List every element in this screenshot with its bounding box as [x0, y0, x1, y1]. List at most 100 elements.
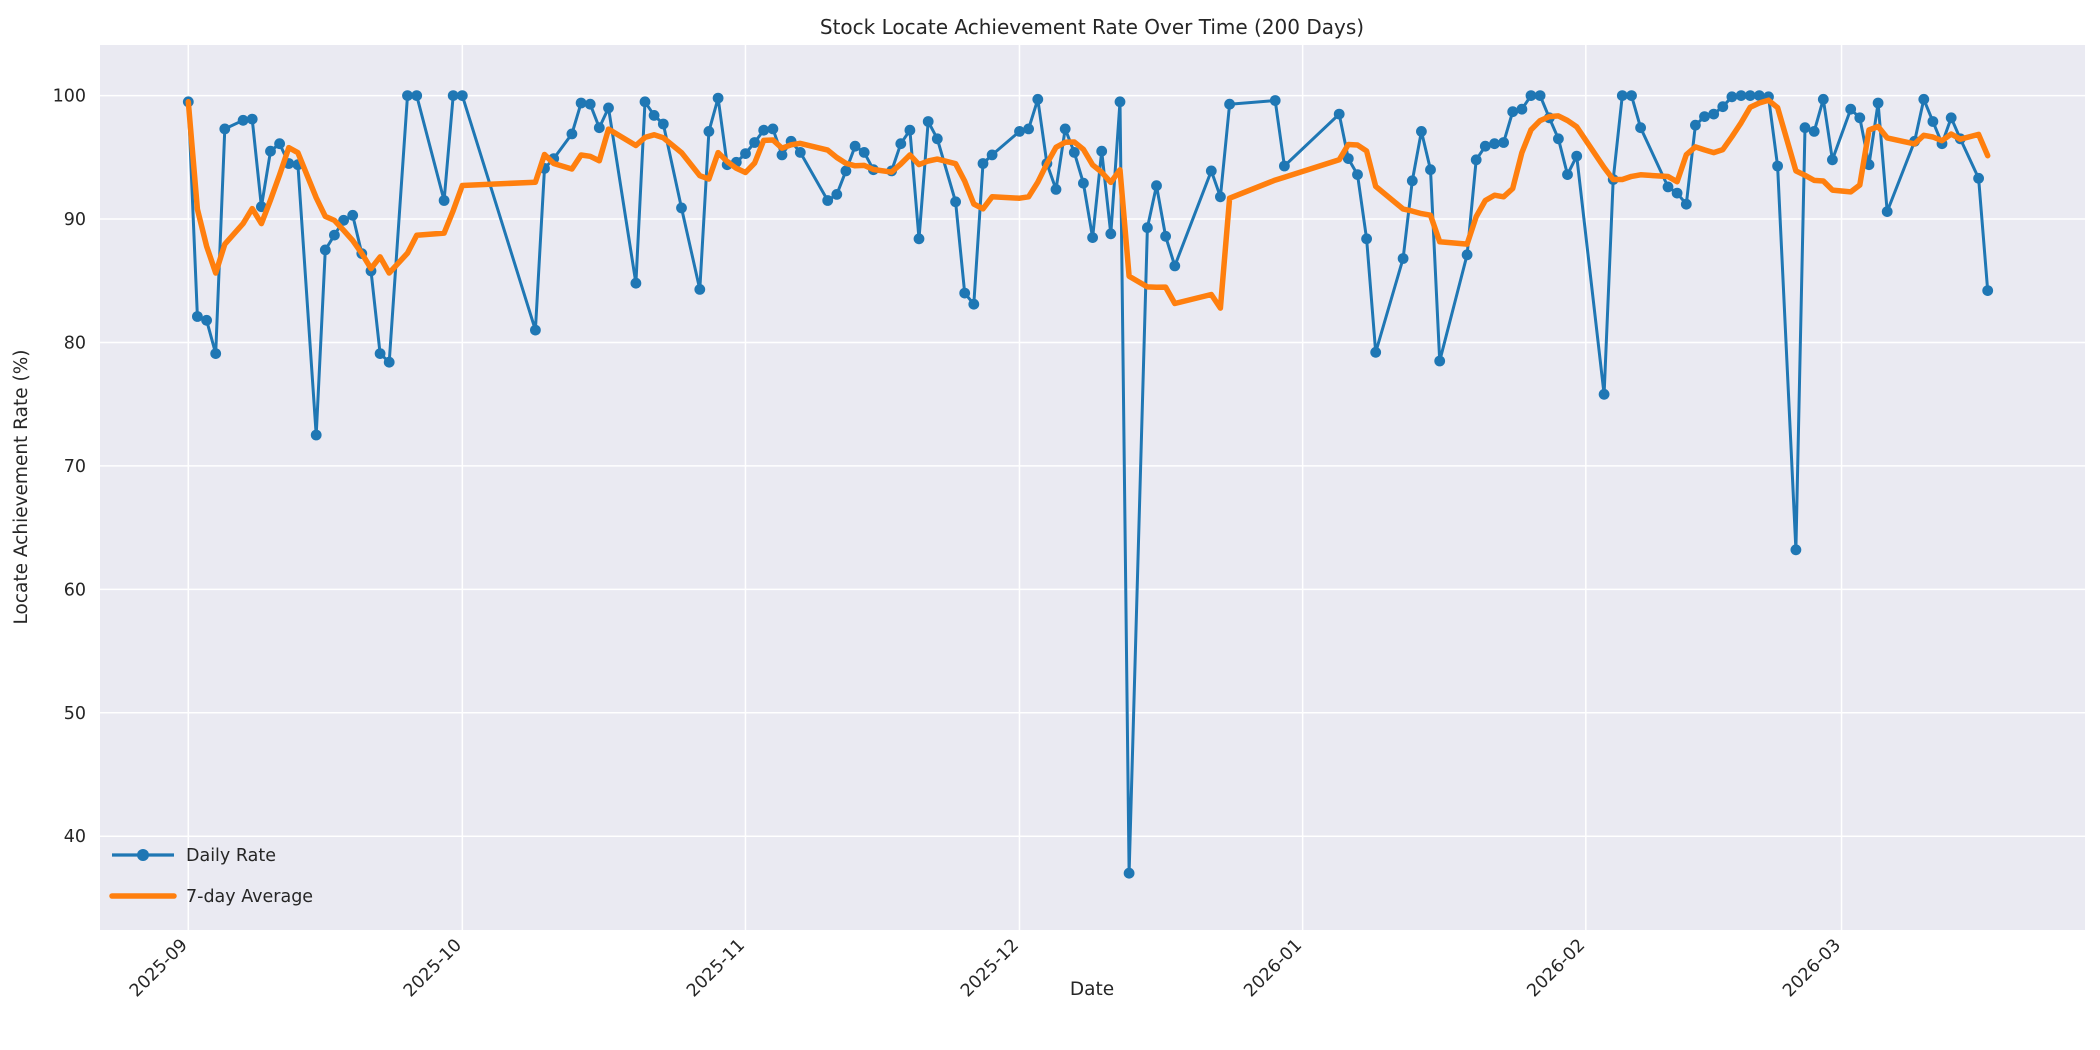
daily-rate-point [1516, 103, 1528, 115]
daily-rate-point [794, 147, 806, 158]
daily-rate-point [1799, 122, 1811, 134]
x-tick-label-2025-12: 2025-12 [957, 935, 1023, 1001]
daily-rate-point [648, 110, 660, 121]
daily-rate-point [1616, 90, 1628, 101]
daily-rate-point [1096, 145, 1108, 157]
daily-rate-point [1169, 260, 1181, 272]
plot-area [100, 45, 2085, 930]
daily-rate-point [1854, 112, 1866, 124]
chart-title: Stock Locate Achievement Rate Over Time … [820, 15, 1364, 39]
daily-rate-point [310, 429, 322, 441]
daily-rate-point [1160, 230, 1171, 242]
daily-rate-point [1735, 90, 1747, 101]
daily-rate-point [1050, 184, 1062, 195]
daily-rate-point [438, 195, 450, 206]
daily-rate-point [931, 133, 943, 145]
daily-rate-point [1808, 125, 1820, 137]
daily-rate-point [1105, 228, 1117, 240]
legend-average-label: 7-day Average [186, 887, 313, 907]
daily-rate-point [694, 284, 706, 295]
daily-rate-point [1279, 160, 1290, 172]
daily-rate-point [1872, 97, 1884, 109]
y-tick-label-40: 40 [64, 827, 86, 847]
daily-rate-point [1982, 285, 1994, 296]
daily-rate-point [1626, 90, 1637, 101]
series-lines [182, 90, 1994, 879]
daily-rate-point [1023, 123, 1034, 135]
daily-rate-point [703, 125, 715, 137]
daily-rate-point [1342, 153, 1354, 165]
daily-rate-point [1690, 119, 1701, 131]
daily-rate-point [1370, 346, 1382, 358]
daily-rate-point [329, 229, 340, 241]
daily-rate-point [1635, 122, 1646, 134]
daily-rate-point [411, 90, 423, 101]
daily-rate-point [740, 148, 751, 160]
daily-rate-point [530, 324, 541, 336]
daily-rate-point [858, 147, 870, 158]
daily-rate-point [575, 97, 587, 109]
daily-rate-point [374, 348, 386, 359]
daily-rate-point [1333, 108, 1345, 120]
x-tick-label-2026-02: 2026-02 [1523, 935, 1589, 1001]
daily-rate-point [584, 98, 596, 110]
daily-rate-point [219, 123, 231, 135]
daily-rate-point [1215, 191, 1226, 203]
daily-rate-point [1827, 154, 1838, 166]
daily-rate-point [758, 124, 770, 136]
daily-rate-point [265, 145, 276, 157]
daily-rate-point [319, 244, 331, 256]
daily-rate-point [1918, 93, 1930, 105]
daily-rate-point [1927, 116, 1939, 127]
daily-rate-point [338, 214, 349, 226]
daily-rate-point [1717, 101, 1729, 113]
x-tick-label-2026-03: 2026-03 [1779, 935, 1845, 1001]
daily-rate-point [1142, 222, 1153, 234]
daily-rate-point [210, 348, 222, 359]
daily-rate-point [274, 138, 285, 150]
daily-rate-point [1087, 232, 1098, 244]
x-axis-label: Date [1070, 979, 1114, 1000]
daily-rate-point [201, 314, 213, 326]
daily-rate-point [1553, 133, 1564, 145]
daily-rate-point [246, 113, 258, 125]
daily-rate-point [1425, 164, 1436, 176]
daily-rate-point [1671, 187, 1683, 199]
daily-rate-point [1699, 111, 1710, 122]
daily-rate-point [347, 209, 359, 221]
daily-rate-point [1598, 388, 1610, 400]
daily-rate-point [1461, 249, 1473, 261]
daily-rate-point [922, 116, 934, 127]
daily-rate-point [1361, 233, 1372, 245]
daily-rate-point [1078, 177, 1089, 189]
daily-rate-point [1571, 150, 1583, 162]
daily-rate-point [1680, 198, 1692, 210]
daily-rate-point [1817, 93, 1829, 105]
daily-rate-point [1534, 90, 1546, 101]
daily-rate-point [1507, 106, 1519, 118]
daily-rate-point [1416, 125, 1427, 137]
daily-rate-point [1744, 90, 1756, 101]
daily-rate-point [1224, 98, 1235, 110]
daily-rate-point [1479, 140, 1491, 152]
daily-rate-point [767, 123, 779, 135]
y-tick-label-50: 50 [64, 704, 86, 724]
y-tick-label-80: 80 [64, 333, 86, 353]
daily-rate-point [959, 287, 971, 299]
x-tick-label-2025-09: 2025-09 [126, 935, 192, 1001]
daily-rate-point [402, 90, 413, 101]
daily-rate-point [1708, 108, 1720, 120]
daily-rate-point [1352, 169, 1363, 181]
daily-rate-point [1032, 93, 1044, 105]
x-tick-label-2025-10: 2025-10 [400, 935, 466, 1001]
daily-rate-point [831, 189, 843, 200]
daily-rate-point [849, 140, 861, 152]
daily-rate-point [676, 202, 687, 214]
daily-rate-point [776, 149, 788, 161]
daily-rate-point [1498, 137, 1509, 148]
daily-rate-point [1123, 867, 1135, 879]
daily-rate-point [1790, 544, 1802, 556]
legend-daily-label: Daily Rate [186, 846, 276, 866]
